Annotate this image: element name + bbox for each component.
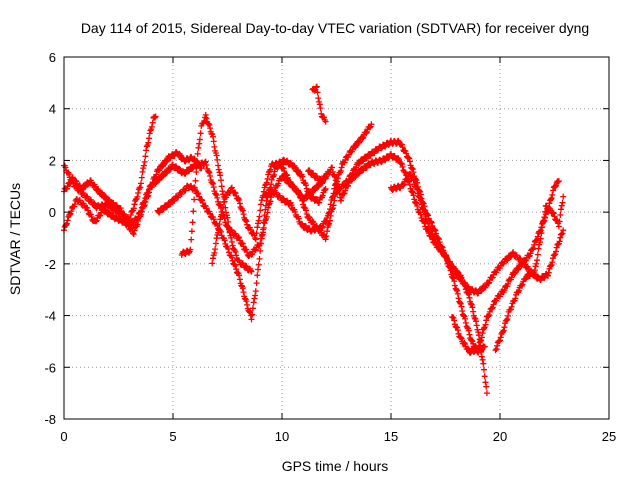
x-tick-label: 5	[169, 429, 176, 444]
series-markers-t4	[154, 156, 329, 323]
series-markers-t5	[178, 111, 255, 275]
data-series	[61, 83, 567, 397]
series-markers-t7	[309, 83, 329, 125]
series-markers-t10	[388, 170, 488, 356]
x-tick-label: 20	[493, 429, 507, 444]
series-t4	[154, 156, 329, 323]
y-tick-label: 2	[49, 153, 56, 168]
x-tick-label: 15	[384, 429, 398, 444]
y-tick-label: -2	[44, 257, 56, 272]
series-t11	[449, 178, 562, 357]
x-tick-label: 10	[275, 429, 289, 444]
chart-title: Day 114 of 2015, Sidereal Day-to-day VTE…	[81, 20, 589, 36]
y-tick-label: -6	[44, 360, 56, 375]
axis-ticks: 0 5 10 15 20 25 -8 -6 -4 -2 0 2 4 6	[44, 50, 616, 444]
series-t12	[492, 193, 567, 354]
series-markers-t8	[261, 121, 375, 235]
series-t10	[388, 170, 488, 356]
y-tick-label: -8	[44, 412, 56, 427]
y-tick-label: 0	[49, 205, 56, 220]
y-axis-label: SDTVAR / TECUs	[7, 183, 23, 295]
gridlines	[64, 57, 609, 419]
series-markers-t11	[449, 178, 562, 357]
y-tick-label: 6	[49, 50, 56, 65]
series-t7	[309, 83, 329, 125]
series-t8	[261, 121, 375, 235]
y-tick-label: -4	[44, 309, 56, 324]
series-markers-t12	[492, 193, 567, 354]
x-tick-label: 25	[602, 429, 616, 444]
x-axis-label: GPS time / hours	[282, 458, 389, 474]
plot-frame	[63, 56, 610, 420]
x-tick-label: 0	[60, 429, 67, 444]
y-tick-label: 4	[49, 102, 56, 117]
series-t5	[178, 111, 255, 275]
